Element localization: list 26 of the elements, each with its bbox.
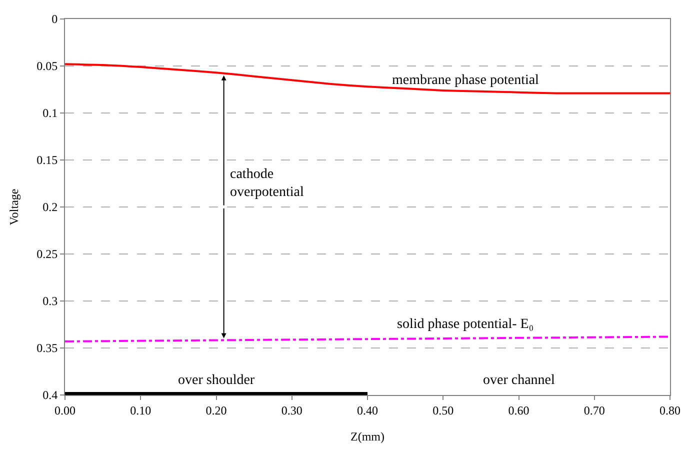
annotation: over channel — [483, 373, 556, 388]
y-tick-label: 0.15 — [36, 153, 58, 168]
annotation: cathode overpotential — [230, 167, 304, 200]
x-tick-label: 0.70 — [584, 403, 605, 418]
y-tick-label: 0.05 — [36, 59, 58, 74]
line-series — [65, 63, 670, 94]
x-tick-label: 0.20 — [206, 403, 227, 418]
x-tick-label: 0.40 — [357, 403, 378, 418]
annotation: solid phase potential- E₀ — [397, 317, 534, 332]
y-tick-label: 0.4 — [42, 388, 58, 402]
annotation: membrane phase potential — [392, 73, 540, 88]
y-tick-label: 0.35 — [36, 341, 58, 356]
y-axis-title: Voltage — [6, 188, 21, 226]
y-tick-label: 0 — [52, 12, 58, 26]
x-tick-label: 0.60 — [508, 403, 530, 418]
x-tick-label: 0.50 — [432, 403, 454, 418]
annotation: over shoulder — [178, 373, 255, 388]
x-axis-title: Z(mm) — [350, 429, 384, 444]
y-tick-label: 0.25 — [36, 247, 58, 262]
x-tick-label: 0.00 — [54, 403, 76, 418]
x-tick-label: 0.30 — [281, 403, 302, 418]
y-tick-label: 0.2 — [42, 200, 58, 214]
y-tick-label: 0.1 — [42, 106, 58, 120]
x-tick-label: 0.80 — [660, 403, 680, 418]
y-tick-label: 0.3 — [42, 294, 58, 308]
x-tick-label: 0.10 — [130, 403, 152, 418]
